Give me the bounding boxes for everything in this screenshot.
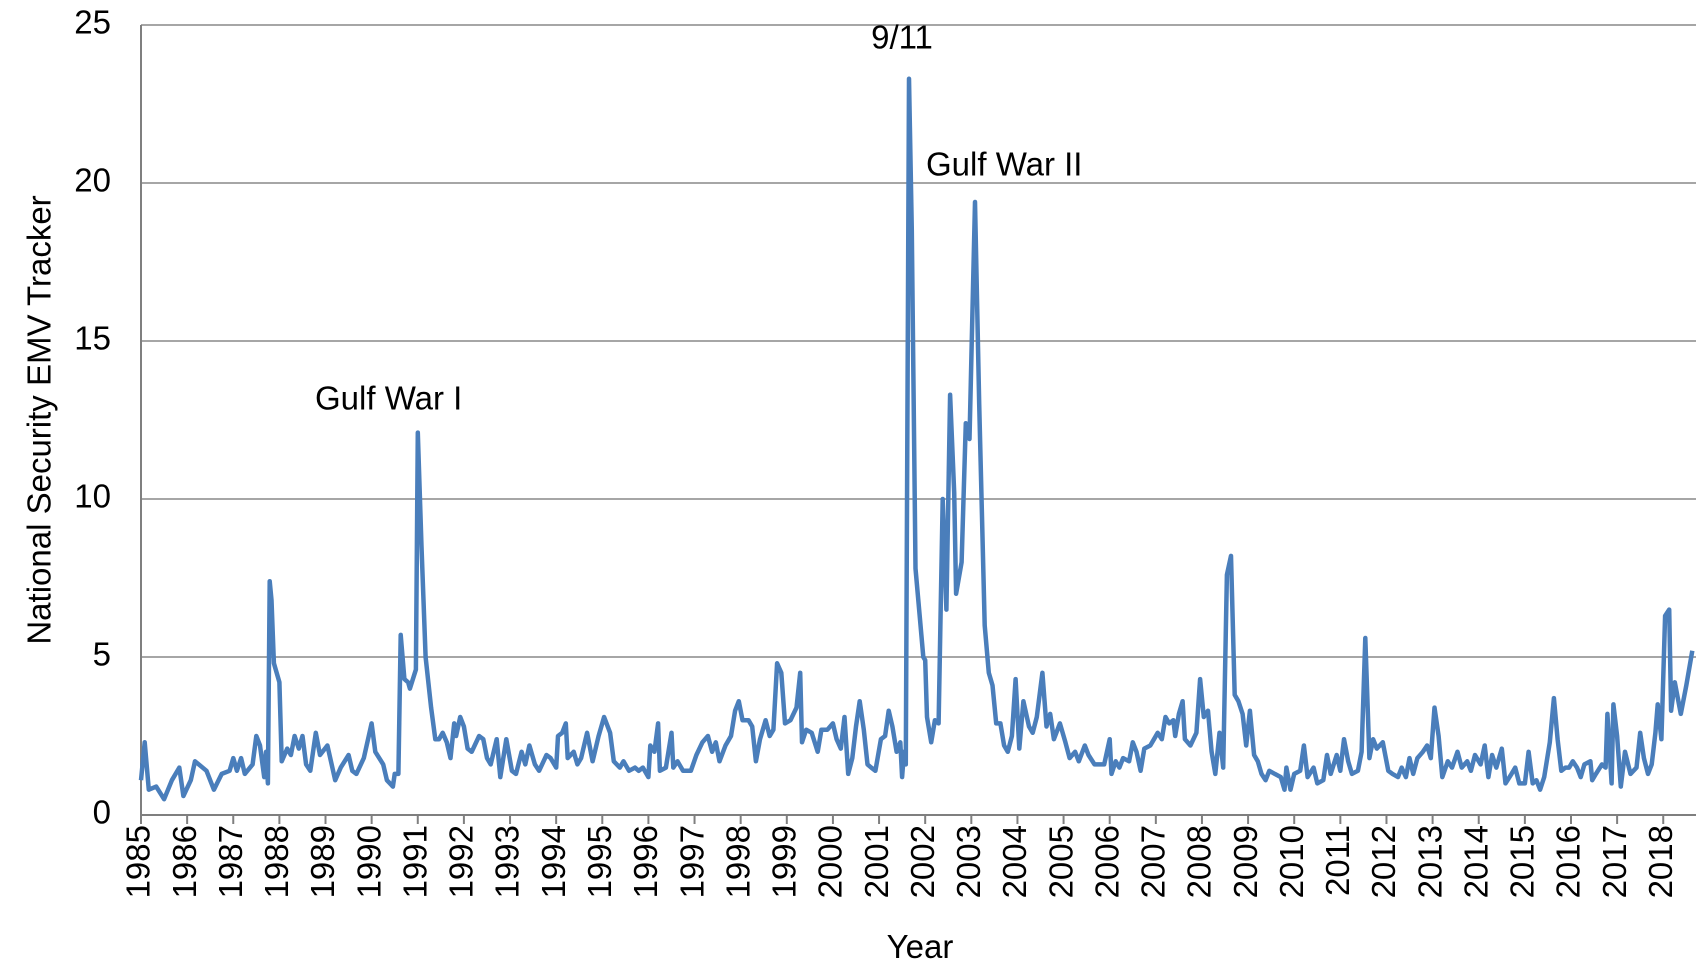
- x-tick-label: 2014: [1457, 825, 1494, 898]
- y-tick-label: 25: [74, 4, 111, 41]
- x-tick-label: 2007: [1135, 825, 1172, 898]
- x-tick-label: 2009: [1227, 825, 1264, 898]
- x-tick-label: 2015: [1504, 825, 1541, 898]
- x-tick-label: 1991: [396, 825, 433, 898]
- x-tick-label: 2016: [1550, 825, 1587, 898]
- x-tick-label: 1995: [581, 825, 618, 898]
- x-tick-label: 1985: [120, 825, 157, 898]
- x-tick-label: 1989: [304, 825, 341, 898]
- x-tick-label: 1997: [673, 825, 710, 898]
- annotation: 9/11: [871, 19, 933, 56]
- y-axis-label: National Security EMV Tracker: [21, 195, 58, 644]
- x-tick-label: 2013: [1411, 825, 1448, 898]
- x-tick-label: 2017: [1596, 825, 1633, 898]
- x-tick-label: 1988: [258, 825, 295, 898]
- y-tick-label: 20: [74, 162, 111, 199]
- x-tick-label: 1998: [719, 825, 756, 898]
- x-tick-label: 2008: [1181, 825, 1218, 898]
- x-tick-label: 1986: [166, 825, 203, 898]
- annotation: Gulf War I: [315, 380, 462, 417]
- x-tick-label: 1990: [350, 825, 387, 898]
- y-tick-label: 0: [93, 794, 111, 831]
- y-tick-label: 5: [93, 636, 111, 673]
- x-tick-label: 2004: [996, 825, 1033, 898]
- x-tick-label: 1999: [766, 825, 803, 898]
- data-line: [138, 76, 1695, 802]
- y-tick-label: 15: [74, 320, 111, 357]
- x-tick-label: 1987: [212, 825, 249, 898]
- x-tick-label: 2012: [1365, 825, 1402, 898]
- y-tick-label: 10: [74, 478, 111, 515]
- x-tick-label: 2005: [1042, 825, 1079, 898]
- x-tick-label: 2000: [812, 825, 849, 898]
- x-axis-label: Year: [887, 928, 954, 965]
- x-tick-label: 2018: [1642, 825, 1679, 898]
- x-tick-label: 2001: [858, 825, 895, 898]
- x-tick-label: 2003: [950, 825, 987, 898]
- x-tick-label: 1994: [535, 825, 572, 898]
- x-tick-label: 1992: [443, 825, 480, 898]
- x-tick-label: 1996: [627, 825, 664, 898]
- annotation: Gulf War II: [926, 146, 1082, 183]
- x-tick-label: 2006: [1088, 825, 1125, 898]
- x-tick-label: 2002: [904, 825, 941, 898]
- x-tick-label: 2010: [1273, 825, 1310, 898]
- x-tick-label: 2011: [1319, 825, 1356, 896]
- x-tick-label: 1993: [489, 825, 526, 898]
